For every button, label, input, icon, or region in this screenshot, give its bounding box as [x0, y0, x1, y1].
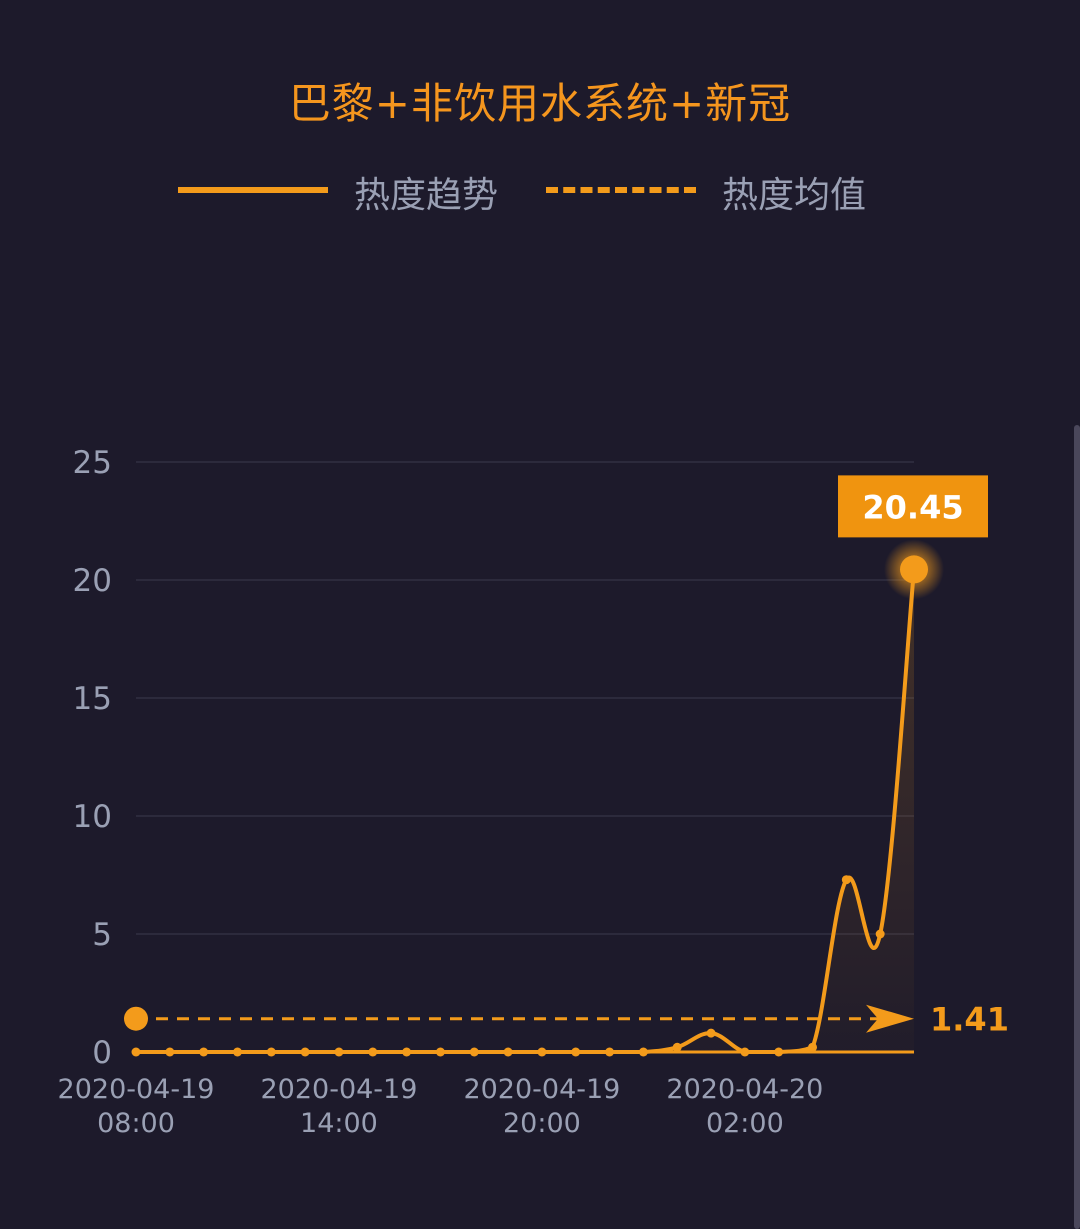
data-point — [605, 1047, 615, 1057]
x-tick-time: 02:00 — [706, 1108, 784, 1139]
data-point — [774, 1047, 784, 1057]
x-tick-date: 2020-04-20 — [666, 1074, 823, 1105]
data-point — [875, 929, 885, 939]
x-tick-date: 2020-04-19 — [463, 1074, 620, 1105]
legend-trend-label: 热度趋势 — [354, 175, 499, 216]
scrollbar[interactable] — [1074, 425, 1080, 1229]
data-point — [402, 1047, 412, 1057]
data-point — [672, 1042, 682, 1052]
legend-mean-label: 热度均值 — [722, 175, 867, 216]
y-tick-label: 15 — [73, 681, 112, 717]
x-tick-date: 2020-04-19 — [58, 1074, 215, 1105]
mean-start-dot — [124, 1006, 148, 1031]
series-line — [136, 569, 916, 1054]
mean-value-label: 1.41 — [930, 1001, 1009, 1039]
data-point — [334, 1047, 344, 1057]
data-point — [368, 1047, 378, 1057]
x-tick-time: 20:00 — [503, 1108, 581, 1139]
data-point — [706, 1028, 716, 1038]
x-tick-date: 2020-04-19 — [260, 1074, 417, 1105]
x-tick-time: 14:00 — [300, 1108, 378, 1139]
data-point — [503, 1047, 513, 1057]
data-point — [266, 1047, 276, 1057]
data-point — [469, 1047, 479, 1057]
data-point — [300, 1047, 310, 1057]
series-area — [136, 569, 914, 1052]
data-point — [435, 1047, 445, 1057]
peak-label-box — [838, 475, 988, 538]
data-point — [199, 1047, 209, 1057]
data-point — [165, 1047, 175, 1057]
y-tick-label: 10 — [73, 799, 112, 835]
data-point — [131, 1047, 141, 1057]
legend-trend-line — [178, 187, 328, 193]
data-point — [232, 1047, 242, 1057]
peak-point — [900, 555, 928, 584]
data-point — [537, 1047, 547, 1057]
legend-mean-line — [546, 187, 696, 193]
data-point — [841, 875, 851, 885]
data-point — [638, 1047, 648, 1057]
peak-value-label: 20.45 — [862, 488, 963, 526]
data-point — [740, 1047, 750, 1057]
y-tick-label: 0 — [92, 1035, 112, 1071]
x-tick-time: 08:00 — [97, 1108, 175, 1139]
chart-title: 巴黎+非饮用水系统+新冠 — [288, 79, 792, 128]
mean-arrow — [866, 1004, 914, 1033]
y-tick-label: 5 — [92, 917, 112, 953]
y-tick-label: 20 — [73, 563, 112, 599]
legend: 热度趋势 热度均值 — [0, 160, 1080, 216]
data-point — [571, 1047, 581, 1057]
data-point — [808, 1042, 818, 1052]
y-tick-label: 25 — [73, 445, 112, 481]
